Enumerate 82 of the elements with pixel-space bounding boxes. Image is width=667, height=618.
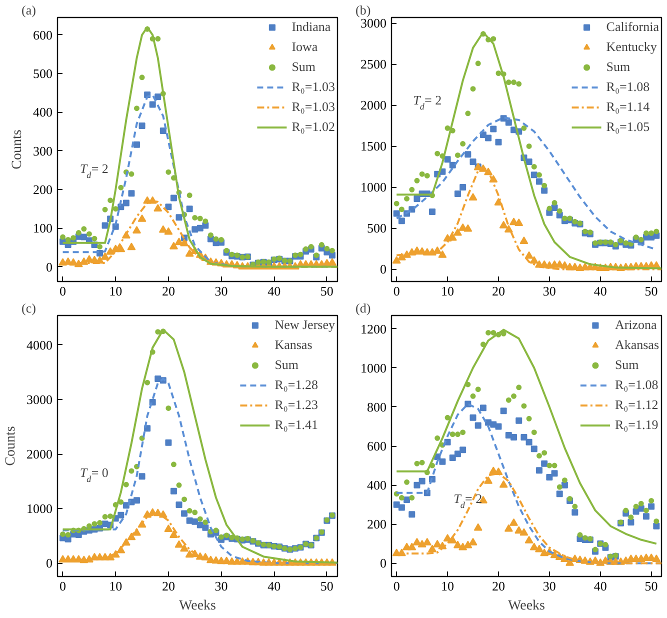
x-tick-label: 10 (441, 284, 454, 298)
y-tick-label: 0 (380, 556, 386, 571)
legend-label: Sum (606, 59, 630, 75)
x-tick-label: 10 (441, 578, 454, 594)
legend-label: Kansas (274, 337, 312, 353)
x-tick-label: 10 (109, 284, 122, 298)
x-tick-label: 40 (268, 578, 281, 594)
x-tick-label: 50 (644, 284, 658, 298)
x-axis-title: Weeks (508, 598, 545, 614)
legend-label: R₀=1.41 (274, 417, 318, 433)
y-tick-label: 500 (33, 66, 52, 82)
y-axis-title: Counts (4, 426, 18, 466)
x-tick-label: 0 (60, 578, 66, 594)
y-tick-label: 600 (33, 27, 52, 42)
x-tick-label: 50 (320, 284, 334, 298)
legend-label: R₀=1.12 (614, 397, 658, 413)
x-tick-label: 40 (594, 284, 607, 298)
x-tick-label: 30 (542, 284, 556, 298)
y-tick-label: 2500 (360, 56, 386, 72)
legend-label: R₀=1.02 (292, 119, 335, 135)
legend-label: R₀=1.14 (606, 99, 650, 115)
y-tick-label: 400 (33, 104, 52, 120)
y-tick-label: 1000 (360, 360, 386, 376)
x-tick-label: 20 (162, 284, 175, 298)
legend-label: R₀=1.03 (292, 79, 335, 95)
chart-title: (c) (22, 300, 36, 316)
chart-title: (d) (356, 300, 371, 316)
y-tick-label: 100 (33, 220, 52, 236)
legend-label: New Jersey (274, 317, 335, 333)
y-tick-label: 500 (367, 220, 386, 236)
x-tick-label: 0 (393, 284, 400, 298)
y-tick-label: 1200 (360, 321, 386, 336)
x-tick-label: 40 (268, 284, 281, 298)
chart-title: (b) (356, 2, 371, 18)
y-tick-label: 0 (46, 556, 52, 571)
y-tick-label: 3000 (26, 392, 52, 407)
y-tick-label: 0 (46, 259, 52, 274)
legend-label: Kentucky (606, 39, 657, 55)
legend-label: Akansas (614, 337, 659, 353)
legend-label: Arizona (614, 317, 657, 333)
y-tick-label: 1500 (360, 138, 386, 154)
legend-label: R₀=1.08 (614, 377, 658, 393)
y-tick-label: 200 (33, 182, 52, 198)
y-tick-label: 800 (367, 399, 386, 414)
x-tick-label: 30 (214, 284, 228, 298)
y-tick-label: 0 (380, 262, 386, 277)
x-tick-label: 20 (492, 284, 505, 298)
chart-title: (a) (22, 2, 36, 18)
x-tick-label: 50 (320, 578, 334, 594)
y-tick-label: 400 (367, 478, 386, 493)
legend-label: R₀=1.05 (606, 119, 650, 135)
legend-label: R₀=1.19 (614, 417, 658, 433)
y-tick-label: 300 (33, 143, 52, 158)
legend-label: California (606, 19, 659, 35)
y-tick-label: 1000 (360, 180, 386, 195)
legend-label: Sum (614, 357, 639, 373)
y-tick-label: 2000 (360, 98, 386, 113)
x-tick-label: 30 (214, 578, 228, 594)
x-tick-label: 0 (60, 284, 66, 298)
legend-label: R₀=1.08 (606, 79, 650, 95)
x-axis-title: Weeks (179, 598, 216, 614)
y-tick-label: 600 (367, 438, 386, 454)
y-tick-label: 1000 (26, 501, 52, 516)
x-tick-label: 0 (393, 578, 400, 594)
legend-label: Iowa (292, 39, 318, 55)
x-tick-label: 30 (542, 578, 556, 594)
y-axis-title: Counts (10, 130, 25, 170)
legend-label: R₀=1.03 (292, 99, 335, 115)
legend-label: Indiana (292, 19, 331, 35)
x-tick-label: 10 (109, 578, 122, 594)
x-tick-label: 20 (162, 578, 175, 594)
y-tick-label: 4000 (26, 337, 52, 352)
legend-label: R₀=1.23 (274, 397, 318, 413)
y-tick-label: 3000 (360, 16, 386, 31)
x-tick-label: 40 (594, 578, 607, 594)
legend-label: R₀=1.28 (274, 377, 318, 393)
legend-label: Sum (292, 59, 316, 75)
x-tick-label: 20 (492, 578, 505, 594)
legend-label: Sum (274, 357, 299, 373)
x-tick-label: 50 (644, 578, 658, 594)
y-tick-label: 2000 (26, 446, 52, 462)
y-tick-label: 200 (367, 516, 386, 532)
